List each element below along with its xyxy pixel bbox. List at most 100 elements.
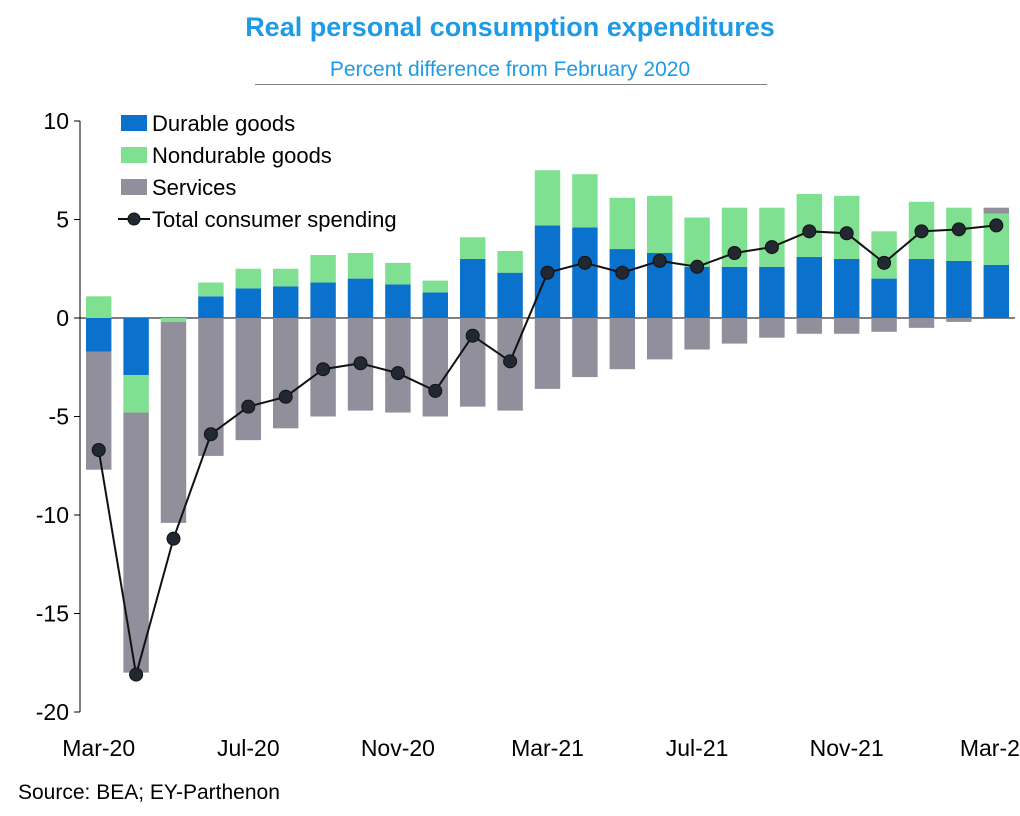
- bar-nondurable-goods: [684, 217, 710, 267]
- bar-nondurable-goods: [572, 174, 598, 228]
- total-spending-point: [914, 224, 929, 239]
- x-tick-label: Mar-21: [511, 735, 584, 761]
- bar-services: [983, 207, 1010, 214]
- bar-durable-goods: [983, 264, 1010, 318]
- y-tick-label: 0: [56, 305, 69, 331]
- total-spending-point: [839, 226, 854, 241]
- legend-swatch: [121, 115, 147, 131]
- bar-nondurable-goods: [347, 252, 374, 279]
- total-spending-point: [951, 222, 966, 237]
- total-spending-point: [465, 328, 480, 343]
- bar-nondurable-goods: [235, 268, 262, 289]
- bar-nondurable-goods: [609, 197, 636, 250]
- legend-swatch: [121, 179, 147, 195]
- chart-subtitle: Percent difference from February 2020: [329, 58, 691, 81]
- bar-durable-goods: [796, 256, 823, 318]
- legend: Durable goods Nondurable goods Services Tot…: [118, 111, 397, 232]
- total-spending-point: [203, 427, 218, 442]
- bar-nondurable-goods: [646, 195, 673, 253]
- bar-services: [646, 318, 673, 360]
- total-spending-point: [989, 218, 1004, 233]
- bar-durable-goods: [572, 227, 598, 318]
- bar-durable-goods: [347, 278, 374, 318]
- bar-durable-goods: [871, 278, 897, 318]
- bar-durable-goods: [609, 249, 636, 318]
- bar-services: [908, 318, 935, 328]
- total-spending-point: [428, 383, 443, 398]
- total-spending-point: [166, 531, 181, 546]
- bar-durable-goods: [908, 258, 935, 318]
- bars: [85, 170, 1010, 673]
- bar-services: [422, 318, 449, 417]
- total-spending-point: [241, 399, 256, 414]
- bar-nondurable-goods: [310, 254, 336, 283]
- legend-marker: [127, 212, 141, 226]
- total-spending-point: [91, 442, 106, 457]
- bar-services: [609, 318, 636, 370]
- y-tick-label: -10: [36, 502, 69, 528]
- bar-durable-goods: [833, 258, 860, 318]
- total-spending-point: [615, 265, 630, 280]
- bar-nondurable-goods: [198, 282, 224, 297]
- y-tick-label: -15: [36, 601, 69, 627]
- total-spending-point: [802, 224, 817, 239]
- bar-nondurable-goods: [123, 375, 149, 413]
- total-spending-point: [652, 253, 667, 268]
- x-tick-label: Jul-21: [666, 735, 729, 761]
- x-tick-label: Nov-21: [810, 735, 884, 761]
- x-tick-label: Jul-20: [217, 735, 280, 761]
- bar-nondurable-goods: [85, 296, 112, 318]
- bar-nondurable-goods: [459, 237, 486, 259]
- bar-durable-goods: [759, 266, 785, 318]
- source-note: Source: BEA; EY-Parthenon: [18, 781, 280, 804]
- chart-title: Real personal consumption expenditures: [245, 12, 775, 42]
- stacked-bar-chart: 10 5 0 -5 -10 -15 -20 Mar-20 Jul-20 Nov-20 Mar-21 J…: [36, 108, 1020, 761]
- bar-services: [833, 318, 860, 334]
- bar-nondurable-goods: [160, 318, 187, 322]
- bar-services: [272, 318, 299, 429]
- bar-durable-goods: [946, 260, 972, 318]
- y-tick-label: 5: [56, 207, 69, 233]
- legend-label: Total consumer spending: [152, 207, 397, 232]
- total-spending-point: [690, 259, 705, 274]
- legend-label: Services: [152, 175, 236, 200]
- total-spending-point: [764, 240, 779, 255]
- bar-nondurable-goods: [422, 280, 449, 293]
- total-spending-point: [390, 366, 405, 381]
- bar-services: [385, 318, 411, 413]
- bar-nondurable-goods: [385, 262, 411, 285]
- x-tick-label: Nov-20: [361, 735, 435, 761]
- total-spending-point: [540, 265, 555, 280]
- total-spending-point: [503, 354, 518, 369]
- bar-durable-goods: [198, 296, 224, 318]
- bar-services: [946, 318, 972, 322]
- bar-services: [160, 321, 187, 523]
- x-tick-label: Mar-22: [960, 735, 1020, 761]
- bar-nondurable-goods: [272, 268, 299, 287]
- total-spending-point: [577, 255, 592, 270]
- total-spending-point: [129, 667, 144, 682]
- legend-nondurable-goods: Nondurable goods: [121, 143, 332, 168]
- bar-services: [871, 318, 897, 332]
- bar-durable-goods: [123, 318, 149, 376]
- y-tick-label: -5: [49, 404, 69, 430]
- bar-durable-goods: [272, 286, 299, 318]
- bar-durable-goods: [459, 258, 486, 318]
- y-tick-label: 10: [43, 108, 69, 134]
- total-spending-point: [316, 362, 331, 377]
- total-line: [91, 218, 1004, 682]
- legend-label: Nondurable goods: [152, 143, 332, 168]
- bar-durable-goods: [684, 266, 710, 318]
- bar-services: [796, 318, 823, 334]
- bar-services: [721, 318, 748, 344]
- bar-services: [759, 318, 785, 338]
- bar-durable-goods: [497, 272, 523, 318]
- legend-label: Durable goods: [152, 111, 295, 136]
- bar-durable-goods: [721, 266, 748, 318]
- bar-services: [235, 318, 262, 441]
- bar-nondurable-goods: [534, 170, 561, 226]
- total-spending-point: [278, 389, 293, 404]
- bar-nondurable-goods: [759, 207, 785, 267]
- bar-nondurable-goods: [497, 251, 523, 273]
- bar-services: [684, 318, 710, 350]
